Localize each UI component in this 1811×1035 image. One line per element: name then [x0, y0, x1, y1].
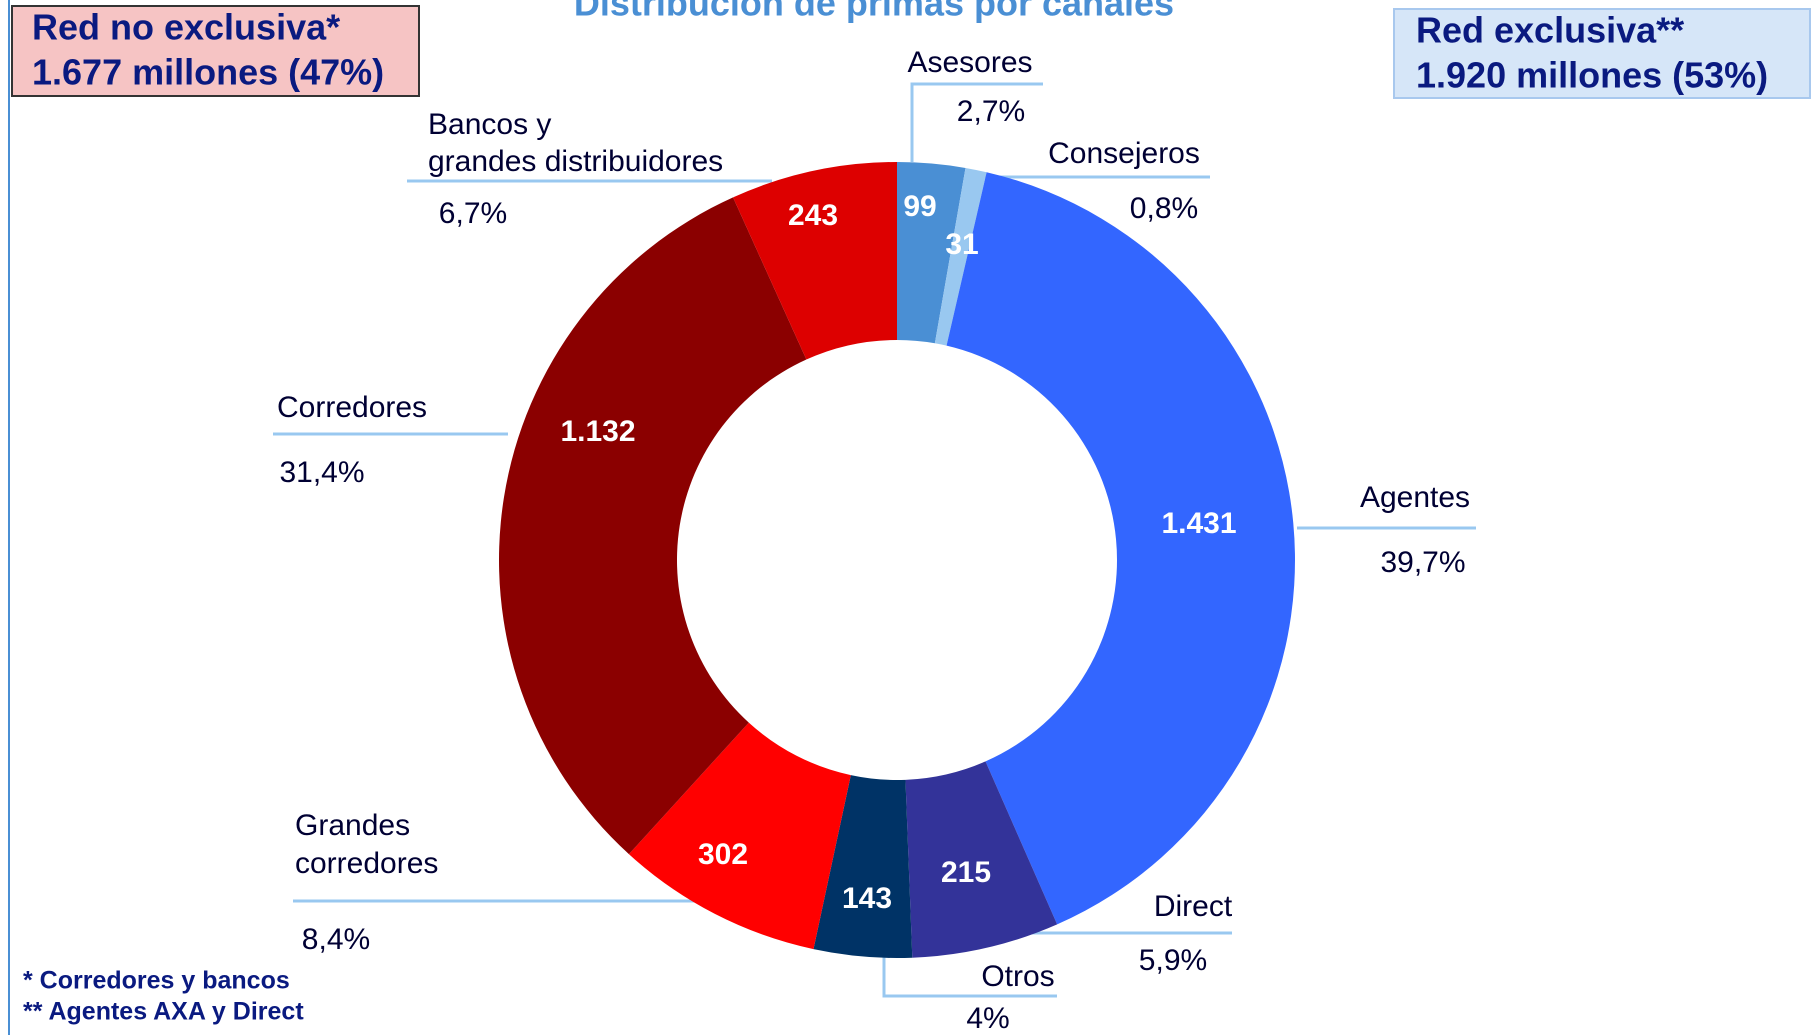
value-label: 243 [788, 199, 838, 232]
category-label: Otros [981, 960, 1054, 993]
category-label: Grandes corredores [295, 809, 438, 880]
slice [628, 722, 851, 950]
annotation-title: Red no exclusiva* [32, 7, 340, 48]
slice [498, 197, 807, 855]
share-label: 0,8% [1130, 192, 1198, 225]
footnote: * Corredores y bancos [23, 967, 290, 995]
share-label: 5,9% [1139, 944, 1207, 977]
share-label: 2,7% [957, 95, 1025, 128]
share-label: 8,4% [302, 923, 370, 956]
box-left [11, 5, 420, 97]
annotation-title: Red exclusiva** [1416, 10, 1684, 51]
share-label: 6,7% [439, 197, 507, 230]
category-label: Consejeros [1048, 137, 1200, 170]
leaders [273, 82, 1476, 998]
value-label: 302 [698, 838, 748, 871]
leader-line [910, 82, 1043, 162]
value-label: 1.132 [560, 415, 635, 448]
value-label: 143 [842, 882, 892, 915]
category-label: Asesores [907, 46, 1032, 79]
category-label: Agentes [1360, 481, 1470, 514]
slice [813, 775, 913, 958]
share-label: 4% [966, 1002, 1009, 1035]
value-label: 1.431 [1161, 507, 1236, 540]
leader-line [882, 947, 1057, 998]
slice [733, 162, 897, 360]
value-label: 99 [903, 190, 936, 223]
value-label: 215 [941, 856, 991, 889]
footnote: ** Agentes AXA y Direct [23, 998, 304, 1026]
value-label: 31 [945, 228, 978, 261]
slice [897, 162, 966, 344]
category-label: Bancos y grandes distribuidores [428, 108, 723, 178]
chart-title: Distribución de primas por canales [574, 0, 1174, 24]
slice [946, 172, 1295, 925]
annotation-text: 1.920 millones (53%) [1416, 55, 1768, 96]
slice [905, 761, 1058, 958]
share-label: 39,7% [1380, 546, 1465, 579]
slice [934, 167, 987, 346]
annotation-text: 1.677 millones (47%) [32, 52, 384, 93]
box-right [1393, 8, 1811, 99]
category-label: Corredores [277, 391, 427, 424]
category-label: Direct [1154, 890, 1233, 923]
share-label: 31,4% [279, 456, 364, 489]
